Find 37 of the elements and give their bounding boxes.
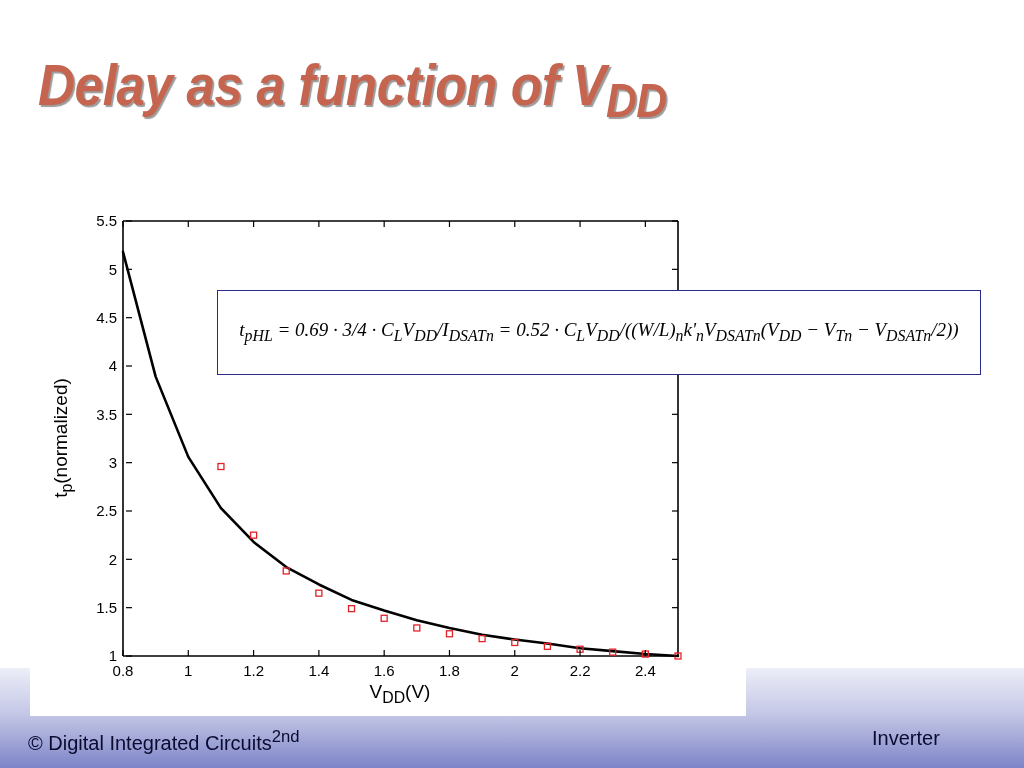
y-tick-label: 3: [108, 454, 117, 472]
point: [282, 567, 290, 575]
y-tick-label: 1.5: [96, 599, 117, 617]
point: [543, 642, 552, 650]
x-tick-label: 0.8: [112, 662, 134, 680]
x-tick-label: 2.2: [569, 662, 591, 680]
text: Inverter: [872, 727, 940, 750]
x-axis-title: V$_{DD}$(V): [368, 681, 432, 707]
point: [217, 462, 225, 471]
point: [511, 638, 519, 647]
x-tick-label: 1.4: [308, 662, 330, 680]
point: [249, 531, 258, 539]
y-tick-label: 4.5: [96, 309, 117, 327]
point: [478, 634, 486, 643]
x-tick-label: 1.8: [439, 662, 460, 680]
point: [609, 648, 617, 656]
x-tick-label: 2: [510, 662, 519, 680]
y-tick-label: 2: [108, 550, 117, 568]
point: [380, 614, 388, 622]
y-tick-label: 1: [108, 647, 117, 665]
x-tick-label: 1: [184, 662, 193, 680]
point: [413, 624, 421, 632]
chart-title: Delay as a function of V$_{DD}$: [38, 52, 667, 129]
point: [315, 589, 323, 597]
point: [445, 630, 454, 638]
x-tick-label: 2.4: [634, 662, 656, 680]
y-tick-label: 5.5: [96, 212, 117, 230]
x-tick-label: 1.2: [243, 662, 265, 680]
y-tick-label: 3.5: [96, 405, 117, 423]
y-tick-label: 5: [108, 260, 117, 278]
point: [576, 645, 584, 653]
y-tick-label: 4: [108, 357, 117, 375]
y-tick-label: 2.5: [96, 502, 117, 520]
point: [347, 604, 356, 613]
x-tick-label: 1.6: [373, 662, 395, 680]
text: © Digital Integrated Circuits$^{2nd}$: [28, 727, 300, 755]
text: t$_{pHL}$ = 0.69 · 3/4 · C$_{L}$V$_{DD}$/I$_{DSATn}$ = 0.52 · C$_{L}$V$_{DD}$/((W/L)$_{n}$k'$_{n}$V$_{DSATn}$(V$_{DD}$ − V$_{Tn}$ − V$_{DSATn}$/2)): [239, 318, 959, 344]
